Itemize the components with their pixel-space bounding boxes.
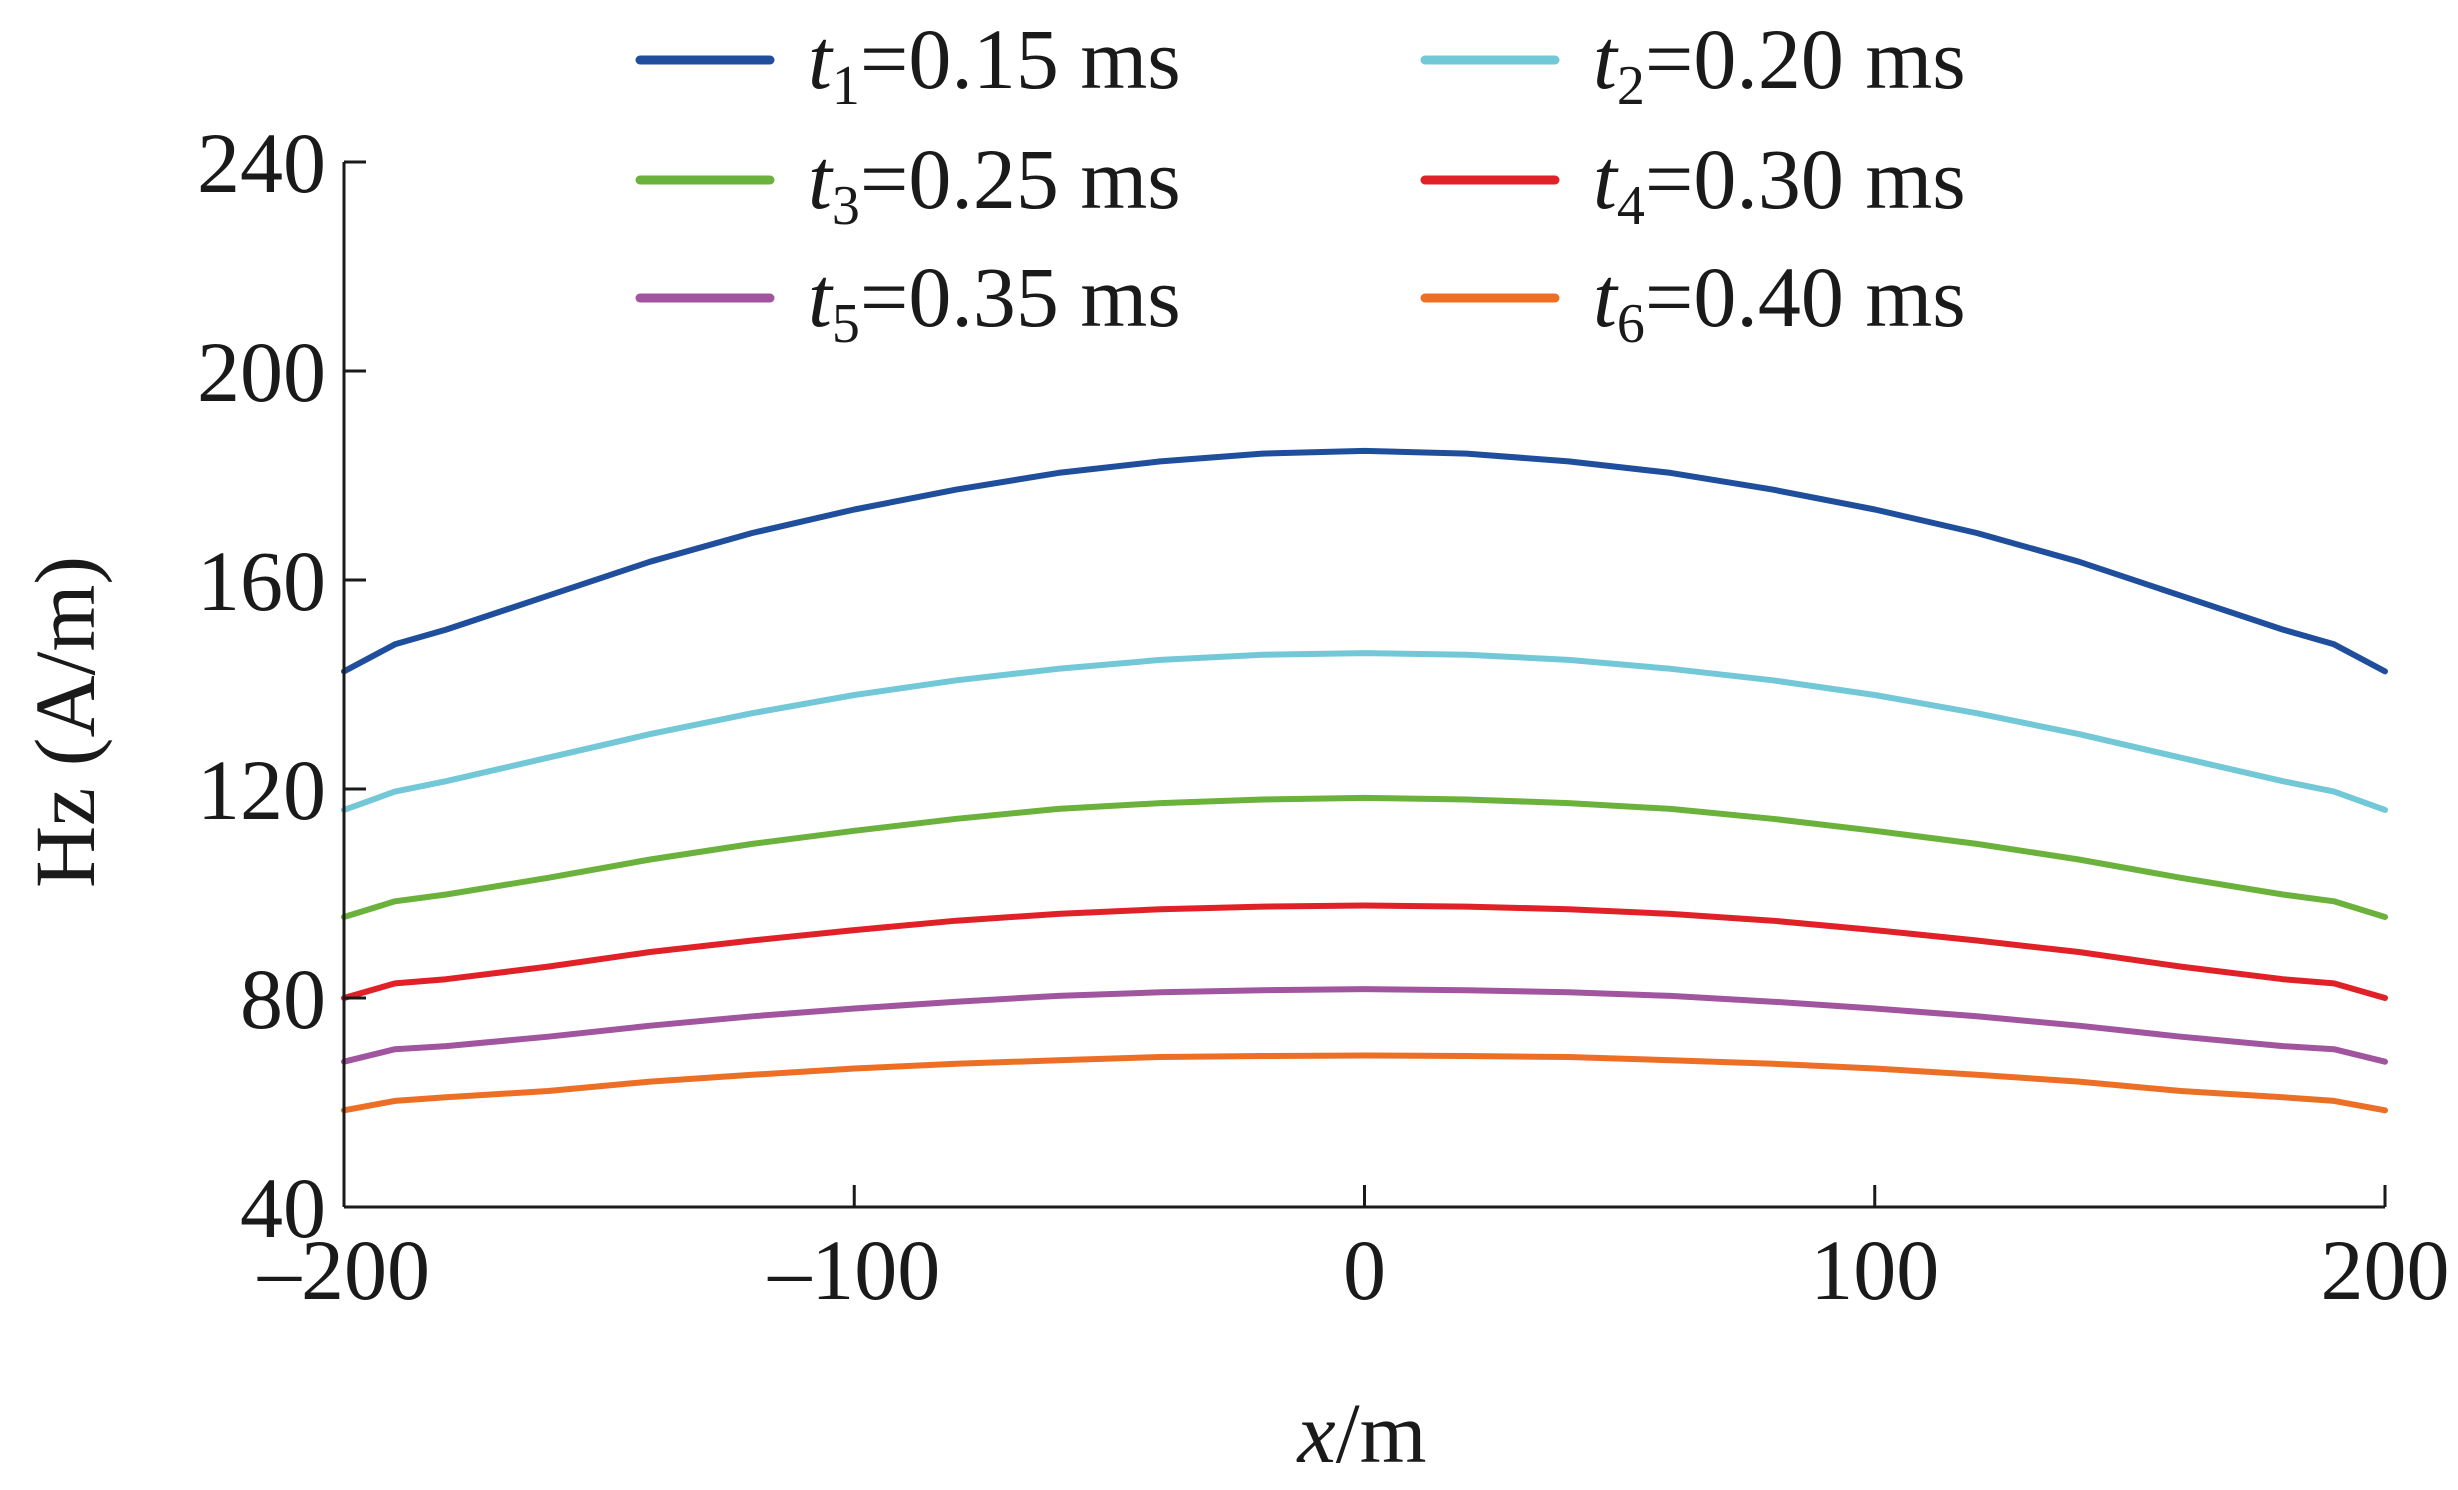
y-tick-label: 120 [197, 742, 326, 838]
axes [342, 160, 2387, 1209]
legend-label-sub: 5 [832, 293, 860, 355]
x-tick-label: –100 [767, 1222, 940, 1318]
legend-label: t1=0.15 ms [808, 11, 1181, 117]
legend-label-value: =0.20 ms [1645, 11, 1966, 107]
series-layer [341, 447, 2388, 1114]
series-line-4 [341, 902, 2388, 1001]
series-line-3 [341, 794, 2388, 920]
x-axis-title: x/m [1296, 1385, 1427, 1481]
legend-label: t4=0.30 ms [1593, 131, 1966, 237]
legend-label-var: t [1593, 11, 1619, 107]
x-tick-label: 0 [1343, 1222, 1386, 1318]
legend-label-value: =0.40 ms [1645, 249, 1966, 345]
legend-label: t2=0.20 ms [1593, 11, 1966, 117]
legend-label-var: t [1593, 249, 1619, 345]
y-tick-label: 200 [197, 324, 326, 420]
legend-label-sub: 2 [1617, 55, 1645, 117]
series-line-1 [341, 447, 2388, 675]
series-line-5 [341, 986, 2388, 1065]
legend-label-sub: 3 [832, 175, 860, 237]
x-tick-label: 100 [1810, 1222, 1939, 1318]
legend-label-sub: 6 [1617, 293, 1645, 355]
legend-label-sub: 1 [832, 55, 860, 117]
y-axis-title: Hz (A/m) [17, 556, 113, 888]
y-tick-label: 160 [197, 533, 326, 629]
legend-label-var: t [808, 131, 834, 227]
legend-item-5: t5=0.35 ms [635, 249, 1181, 355]
x-tick-label: 200 [2321, 1222, 2450, 1318]
legend-label-var: t [1593, 131, 1619, 227]
legend-label-var: t [808, 11, 834, 107]
legend-item-1: t1=0.15 ms [635, 11, 1181, 117]
x-axis-title-unit: /m [1336, 1385, 1427, 1481]
legend-item-4: t4=0.30 ms [1420, 131, 1966, 237]
legend-label: t6=0.40 ms [1593, 249, 1966, 355]
legend-label-var: t [808, 249, 834, 345]
legend-label-value: =0.30 ms [1645, 131, 1966, 227]
tick-labels: 40 80 120 160 200 240 –200 –100 0 100 200 [197, 115, 2450, 1318]
series-line-6 [341, 1052, 2388, 1114]
legend-label-value: =0.35 ms [860, 249, 1181, 345]
legend-label-value: =0.15 ms [860, 11, 1181, 107]
legend-item-3: t3=0.25 ms [635, 131, 1181, 237]
legend-label-sub: 4 [1617, 175, 1645, 237]
y-tick-label: 80 [240, 951, 326, 1047]
x-tick-label: –200 [257, 1222, 430, 1318]
y-tick-label: 40 [240, 1160, 326, 1256]
legend-item-6: t6=0.40 ms [1420, 249, 1966, 355]
legend-label: t5=0.35 ms [808, 249, 1181, 355]
y-tick-label: 240 [197, 115, 326, 211]
legend-item-2: t2=0.20 ms [1420, 11, 1966, 117]
legend-label: t3=0.25 ms [808, 131, 1181, 237]
x-axis-title-var: x [1296, 1385, 1336, 1481]
series-line-2 [341, 650, 2388, 813]
legend-label-value: =0.25 ms [860, 131, 1181, 227]
